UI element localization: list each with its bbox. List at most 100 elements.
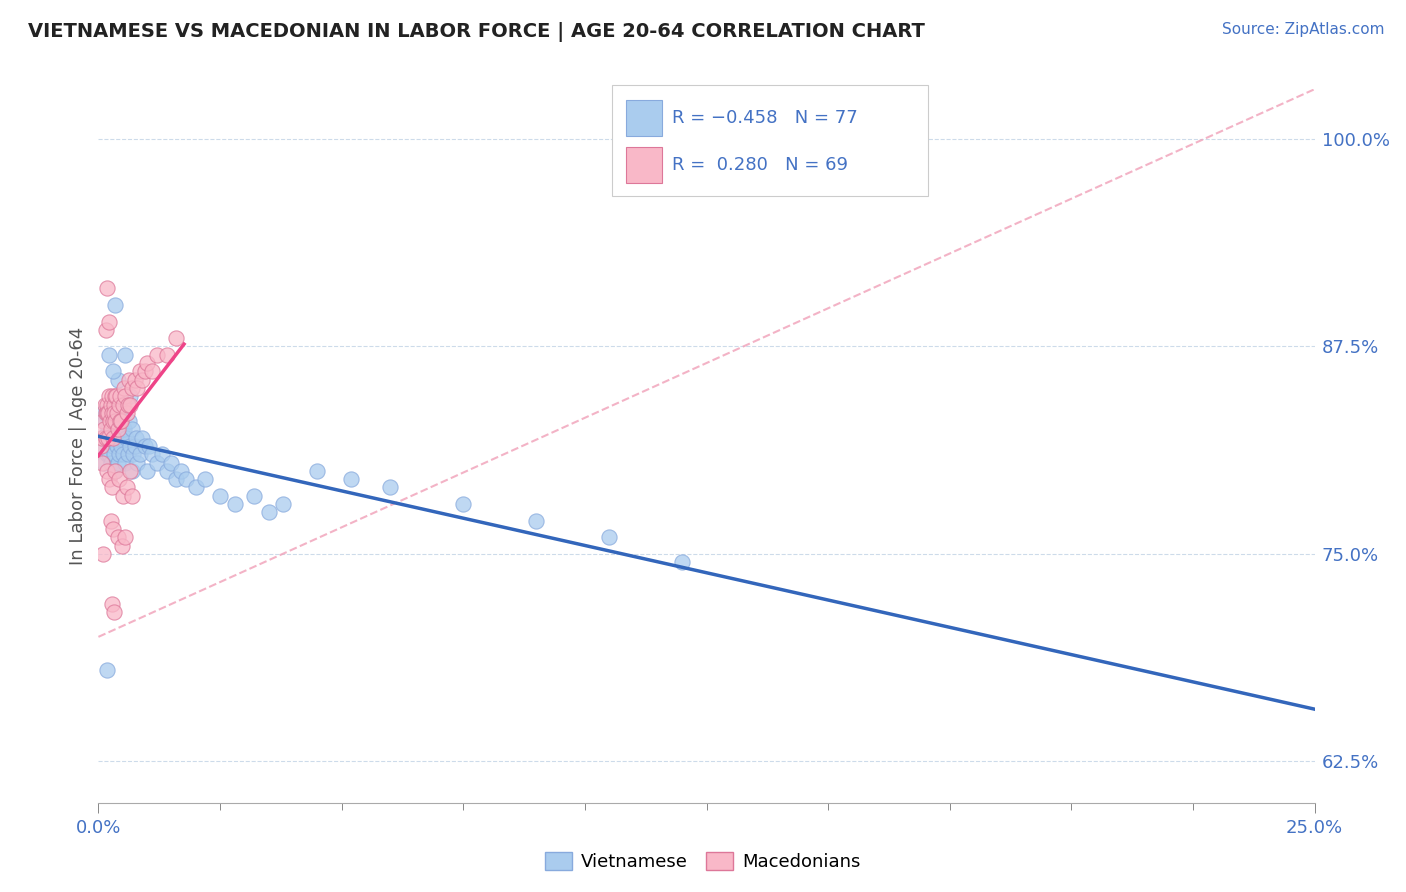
Point [91,414,114,428]
Legend: Vietnamese, Macedonians: Vietnamese, Macedonians [538,845,868,879]
Point [121,489,143,503]
Point [165,331,187,345]
Point [91,431,114,445]
Point [96,447,118,461]
Point [104,464,127,478]
Point [380,481,402,495]
Point [307,464,329,478]
Point [110,389,132,403]
Point [107,530,129,544]
Point [96,397,118,411]
Point [105,439,128,453]
Point [96,406,118,420]
Point [98,472,121,486]
Point [114,389,136,403]
Point [150,447,173,461]
Point [93,422,115,436]
Point [117,373,139,387]
Text: VIETNAMESE VS MACEDONIAN IN LABOR FORCE | AGE 20-64 CORRELATION CHART: VIETNAMESE VS MACEDONIAN IN LABOR FORCE … [28,22,925,42]
Point [111,539,134,553]
Point [141,447,163,461]
Y-axis label: In Labor Force | Age 20-64: In Labor Force | Age 20-64 [69,326,87,566]
Point [107,422,129,436]
Point [103,447,125,461]
Point [117,447,139,461]
Point [136,356,159,370]
Point [146,456,169,470]
Point [598,530,620,544]
Point [134,439,156,453]
Point [104,298,127,312]
Point [121,422,143,436]
Point [107,373,129,387]
Point [96,281,118,295]
Point [96,663,118,677]
Point [271,497,294,511]
Point [91,439,114,453]
Point [115,406,138,420]
Point [115,431,138,445]
Point [111,489,134,503]
Point [155,348,177,362]
Point [91,547,114,561]
Point [107,431,129,445]
Point [125,431,148,445]
Point [101,389,124,403]
Point [98,414,121,428]
Point [97,406,120,420]
Point [90,456,112,470]
Point [103,397,125,411]
Point [118,389,141,403]
Point [91,406,114,420]
Point [100,422,122,436]
Point [108,414,131,428]
Point [101,364,124,378]
Point [98,314,121,328]
Point [100,414,122,428]
Point [98,348,121,362]
Point [160,456,183,470]
Point [90,439,112,453]
Point [97,431,120,445]
Point [114,456,136,470]
Point [110,414,132,428]
Point [96,406,118,420]
Point [127,456,149,470]
Point [131,431,153,445]
Point [194,472,217,486]
Point [98,389,121,403]
Point [103,605,125,619]
Point [117,397,139,411]
Point [111,422,134,436]
Point [340,472,363,486]
Point [110,439,132,453]
Point [170,464,193,478]
Point [100,514,122,528]
Point [155,464,177,478]
Point [97,422,120,436]
Point [104,431,127,445]
Point [101,431,124,445]
Point [146,348,169,362]
Point [127,381,149,395]
Point [103,406,125,420]
Point [111,447,134,461]
Point [100,456,122,470]
Point [101,597,124,611]
Point [105,389,128,403]
Point [136,464,159,478]
Point [110,431,132,445]
Point [114,530,136,544]
Point [108,397,131,411]
Point [94,406,117,420]
Point [453,497,475,511]
Point [90,431,112,445]
Point [98,431,121,445]
Point [224,497,246,511]
Point [96,464,118,478]
Point [128,447,150,461]
Point [121,381,143,395]
Point [108,447,131,461]
Point [108,406,131,420]
Point [115,481,138,495]
